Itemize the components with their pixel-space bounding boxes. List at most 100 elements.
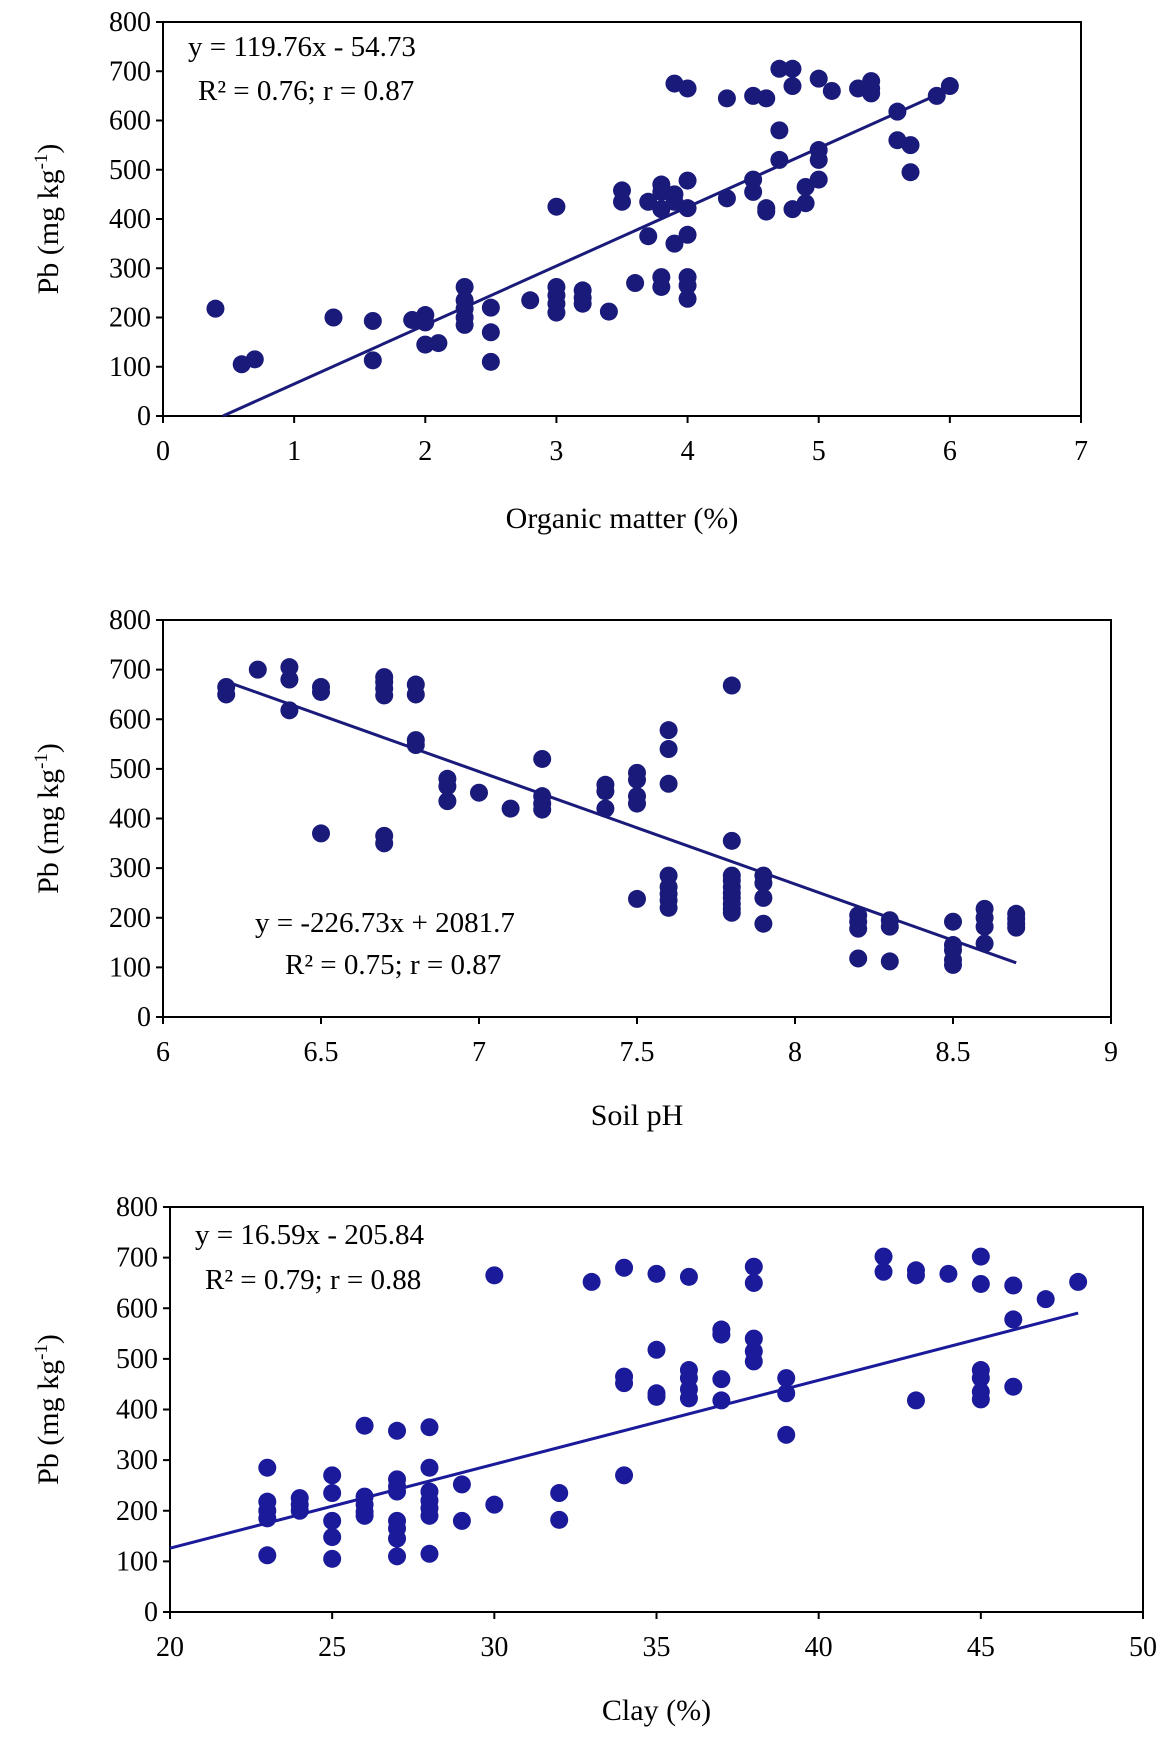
data-point	[678, 276, 697, 295]
y-axis-title-close: )	[32, 743, 65, 753]
data-point	[388, 1547, 407, 1566]
data-point	[280, 701, 299, 720]
data-point	[880, 952, 899, 971]
data-point	[975, 934, 994, 953]
regression-equation: y = 119.76x - 54.73	[188, 31, 416, 63]
data-point	[971, 1274, 990, 1293]
data-point	[547, 197, 566, 216]
y-axis-title-main: Pb (mg kg	[32, 169, 65, 294]
chart-3: 0 100 200 300 400 500 600 700 800 20 25 30 35 40 45 50 C…	[31, 1192, 1157, 1727]
y-tick-label: 300	[109, 253, 151, 284]
y-axis-title-main: Pb (mg kg	[32, 1360, 65, 1485]
x-tick-label: 8	[788, 1037, 802, 1068]
data-point	[906, 1391, 925, 1410]
data-point	[862, 84, 881, 103]
data-point	[290, 1501, 309, 1520]
data-point	[796, 177, 815, 196]
data-point	[323, 1511, 342, 1530]
data-point	[323, 1528, 342, 1547]
chart-1: 0 100 200 300 400 500 600 700 800 0 1 2 3 4 5 6 7 Organic…	[31, 7, 1088, 535]
data-point	[665, 234, 684, 253]
y-tick-label: 300	[116, 1445, 158, 1476]
y-axis-title-superscript: -1	[31, 154, 52, 170]
data-point	[652, 277, 671, 296]
data-point	[1004, 1276, 1023, 1295]
data-point	[388, 1421, 407, 1440]
data-point	[757, 202, 776, 221]
y-tick-label: 600	[109, 704, 151, 735]
data-point	[647, 1264, 666, 1283]
data-point	[355, 1506, 374, 1525]
data-point	[971, 1369, 990, 1388]
y-tick-label: 400	[109, 804, 151, 835]
regression-equation: y = 16.59x - 205.84	[195, 1219, 425, 1251]
y-tick-label: 100	[109, 952, 151, 983]
y-tick-label: 500	[109, 754, 151, 785]
data-point	[481, 323, 500, 342]
data-point	[613, 192, 631, 211]
x-tick-label: 6	[943, 436, 957, 467]
y-tick-label: 400	[116, 1395, 158, 1426]
data-point	[874, 1262, 893, 1281]
data-point	[744, 1352, 763, 1371]
data-point	[375, 834, 394, 853]
data-point	[874, 1247, 893, 1266]
data-point	[880, 917, 899, 936]
data-point	[757, 89, 776, 108]
data-point	[280, 670, 299, 689]
data-point	[722, 903, 741, 922]
y-tick-label: 100	[116, 1546, 158, 1577]
data-point	[944, 955, 962, 974]
x-tick-label: 7	[1074, 436, 1088, 467]
data-point	[550, 1510, 569, 1529]
data-point	[628, 794, 646, 813]
data-point	[722, 831, 741, 850]
y-axis-title-main: Pb (mg kg	[32, 769, 65, 894]
data-point	[452, 1511, 471, 1530]
data-point	[521, 291, 540, 310]
data-point	[975, 917, 994, 936]
x-tick-label: 5	[812, 436, 826, 467]
data-point	[388, 1482, 407, 1501]
x-axis-title: Soil pH	[591, 1099, 684, 1132]
data-point	[744, 170, 763, 189]
y-tick-label: 600	[109, 106, 151, 137]
y-tick-label: 300	[109, 853, 151, 884]
data-point	[573, 294, 592, 313]
data-point	[375, 686, 394, 705]
x-tick-label: 4	[681, 436, 695, 467]
y-tick-label: 700	[109, 56, 151, 87]
y-tick-label: 0	[144, 1597, 158, 1628]
y-axis-title-close: )	[32, 144, 65, 154]
y-tick-label: 100	[109, 352, 151, 383]
data-point	[712, 1370, 731, 1389]
x-tick-label: 9	[1104, 1037, 1118, 1068]
data-point	[485, 1495, 504, 1514]
data-point	[678, 225, 697, 244]
data-point	[770, 59, 789, 78]
data-point	[906, 1266, 925, 1285]
data-point	[628, 770, 646, 789]
data-point	[659, 898, 678, 917]
data-point	[901, 163, 920, 182]
y-tick-label: 800	[109, 605, 151, 636]
data-point	[1069, 1272, 1088, 1291]
data-point	[626, 274, 645, 293]
data-point	[481, 298, 500, 317]
y-tick-label: 0	[137, 1002, 151, 1033]
data-point	[533, 800, 552, 819]
data-point	[717, 89, 736, 108]
data-point	[416, 335, 435, 354]
data-point	[452, 1475, 471, 1494]
data-point	[501, 799, 520, 818]
data-point	[258, 1546, 277, 1565]
y-tick-label: 0	[137, 401, 151, 432]
data-points	[217, 658, 1026, 974]
data-point	[678, 79, 697, 98]
data-point	[722, 676, 741, 695]
data-point	[678, 199, 697, 218]
y-tick-label: 400	[109, 204, 151, 235]
data-point	[754, 888, 773, 907]
data-point	[312, 682, 330, 701]
